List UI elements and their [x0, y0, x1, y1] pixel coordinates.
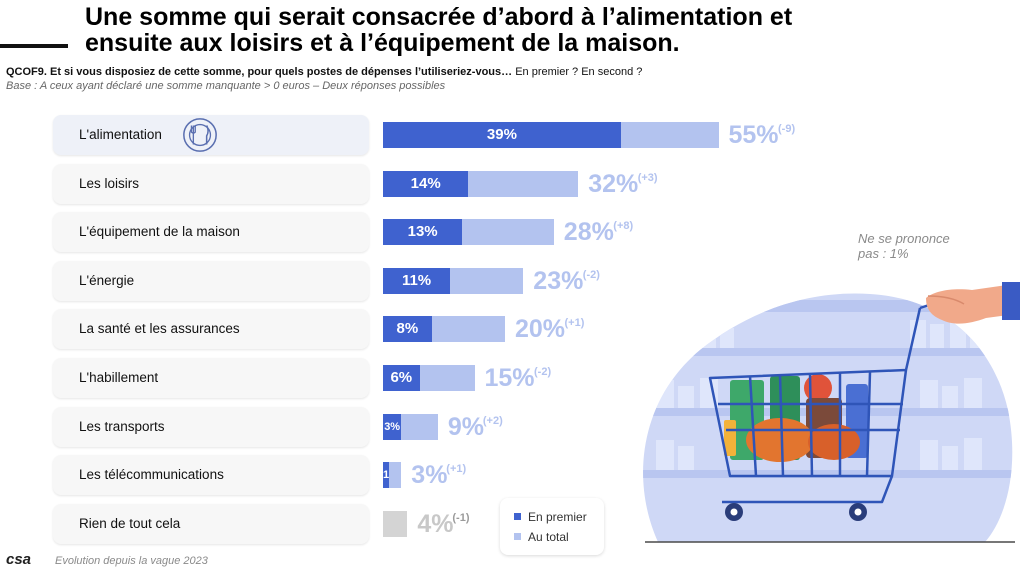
- chart-legend: En premier Au total: [500, 498, 604, 555]
- question-suffix: En premier ? En second ?: [512, 66, 643, 78]
- evolution-label: (-2): [534, 366, 552, 378]
- bar-total-label: 9%: [447, 412, 485, 441]
- category-label-box: L'alimentation: [53, 115, 369, 155]
- category-label-box: L'habillement: [53, 358, 369, 398]
- category-label: Les transports: [79, 418, 165, 434]
- bar-total-label: 4%: [417, 509, 454, 538]
- bar-first: [383, 462, 390, 489]
- category-label-box: La santé et les assurances: [53, 309, 369, 350]
- bar-first-label: 8%: [396, 320, 419, 338]
- category-label-box: Rien de tout cela: [53, 503, 369, 544]
- category-label: Les télécommunications: [79, 467, 224, 483]
- bar-first-label: 1: [383, 469, 390, 482]
- bar-total-label: 23%: [533, 266, 584, 295]
- category-label-box: Les loisirs: [53, 163, 369, 204]
- bar-first: [383, 413, 402, 440]
- csa-logo: csa: [6, 551, 31, 568]
- bar-total-label: 15%: [484, 364, 535, 392]
- legend-label-total: Au total: [528, 530, 569, 544]
- title-accent-bar: [0, 44, 68, 48]
- category-label: La santé et les assurances: [79, 321, 240, 337]
- evolution-label: (-1): [452, 511, 470, 524]
- category-label: L'énergie: [79, 272, 135, 288]
- legend-label-first: En premier: [528, 510, 587, 524]
- evolution-label: (-2): [582, 268, 600, 281]
- bar-total-label: 20%: [515, 315, 566, 344]
- bar-first: [383, 365, 420, 391]
- bar-total-label: 28%: [563, 218, 614, 247]
- evolution-label: (+1): [446, 463, 467, 476]
- category-label-box: L'équipement de la maison: [53, 212, 369, 253]
- evolution-label: (+3): [637, 171, 658, 184]
- bar-first: [383, 219, 463, 246]
- category-label: L'alimentation: [79, 127, 162, 142]
- category-label-box: L'énergie: [53, 260, 369, 301]
- bar-first: [383, 122, 621, 148]
- legend-swatch-first: [514, 513, 521, 520]
- evolution-label: (-9): [778, 123, 796, 135]
- evolution-label: (+2): [482, 414, 503, 427]
- bar-total-label: 32%: [588, 169, 639, 198]
- csa-logo-text: csa: [6, 551, 31, 568]
- question-text: QCOF9. Et si vous disposiez de cette som…: [6, 66, 642, 78]
- category-label: L'équipement de la maison: [79, 224, 240, 240]
- category-label-box: Les transports: [53, 406, 369, 447]
- bar-first-label: 6%: [390, 369, 413, 386]
- bar-first-label: 14%: [410, 174, 441, 192]
- legend-swatch-total: [514, 533, 521, 540]
- bar-first: [383, 316, 432, 343]
- bar-first-label: 11%: [401, 271, 432, 289]
- plate-cutlery-icon: [183, 118, 217, 152]
- bar-total-grey: [383, 510, 408, 537]
- footnote: Evolution depuis la vague 2023: [55, 555, 208, 567]
- bar-first-label: 39%: [486, 126, 517, 143]
- category-label: L'habillement: [79, 370, 159, 385]
- shopping-cart-illustration: [643, 282, 1020, 543]
- page-title: Une somme qui serait consacrée d’abord à…: [85, 3, 793, 57]
- bar-total-label: 3%: [411, 461, 448, 490]
- bar-total-label: 55%: [728, 121, 779, 149]
- legend-item-first: En premier: [514, 510, 587, 524]
- category-label-box: Les télécommunications: [53, 455, 369, 496]
- bar-first-label: 13%: [407, 223, 438, 241]
- question-code: QCOF9. Et si vous disposiez de cette som…: [6, 66, 513, 78]
- bar-first-label: 3%: [384, 420, 401, 433]
- evolution-label: (+1): [564, 317, 585, 330]
- no-answer-note: Ne se prononce pas : 1%: [858, 231, 950, 261]
- legend-item-total: Au total: [514, 530, 569, 544]
- category-label: Rien de tout cela: [79, 515, 181, 531]
- evolution-label: (+8): [613, 220, 634, 233]
- category-label: Les loisirs: [79, 175, 140, 191]
- base-text: Base : A ceux ayant déclaré une somme ma…: [6, 80, 446, 92]
- bar-first: [383, 170, 469, 197]
- bar-first: [383, 267, 451, 294]
